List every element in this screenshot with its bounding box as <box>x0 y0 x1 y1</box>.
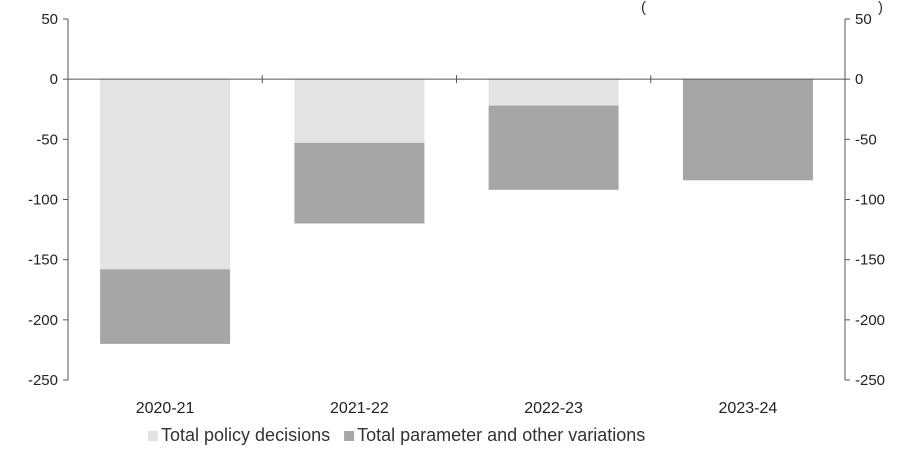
y-tick-label-left: -250 <box>28 372 58 389</box>
legend-swatch-2 <box>344 431 355 441</box>
bar-2022-23-series-1 <box>488 79 619 106</box>
bar-2021-22-series-2 <box>294 142 425 224</box>
y-tick-label-left: -100 <box>28 192 58 209</box>
legend: Total policy decisions Total parameter an… <box>148 425 645 445</box>
x-tick-label: 2023-24 <box>719 400 778 417</box>
axes-group: 2020-21 2021-22 2022-23 2023-24 50 0 -50 -100 -1… <box>28 11 885 417</box>
bar-2020-21-series-1 <box>100 79 231 270</box>
y-tick-label-right: -50 <box>855 131 877 148</box>
y-tick-label-right: -100 <box>855 192 885 209</box>
bar-2022-23-series-2 <box>488 105 619 190</box>
x-tick-label: 2022-23 <box>524 400 583 417</box>
legend-label-1: Total policy decisions <box>161 425 330 445</box>
y-tick-label-right: 50 <box>855 11 872 28</box>
y-tick-label-left: -200 <box>28 312 58 329</box>
y-tick-label-left: 0 <box>50 71 58 88</box>
x-tick-label: 2020-21 <box>136 400 195 417</box>
bars-group <box>100 79 813 344</box>
y-tick-label-left: 50 <box>41 11 58 28</box>
bar-2023-24-series-2 <box>682 79 813 181</box>
corner-mark-left: ( <box>641 0 646 16</box>
y-tick-label-right: -250 <box>855 372 885 389</box>
y-tick-label-left: -150 <box>28 252 58 269</box>
bar-2021-22-series-1 <box>294 79 425 143</box>
bar-2020-21-series-2 <box>100 269 231 344</box>
corner-mark-right: ) <box>878 0 883 16</box>
legend-swatch-1 <box>148 431 158 441</box>
x-tick-label: 2021-22 <box>330 400 389 417</box>
y-tick-label-right: -150 <box>855 252 885 269</box>
y-tick-label-right: 0 <box>855 71 863 88</box>
legend-label-2: Total parameter and other variations <box>357 425 645 445</box>
y-tick-label-right: -200 <box>855 312 885 329</box>
y-tick-label-left: -50 <box>36 131 58 148</box>
